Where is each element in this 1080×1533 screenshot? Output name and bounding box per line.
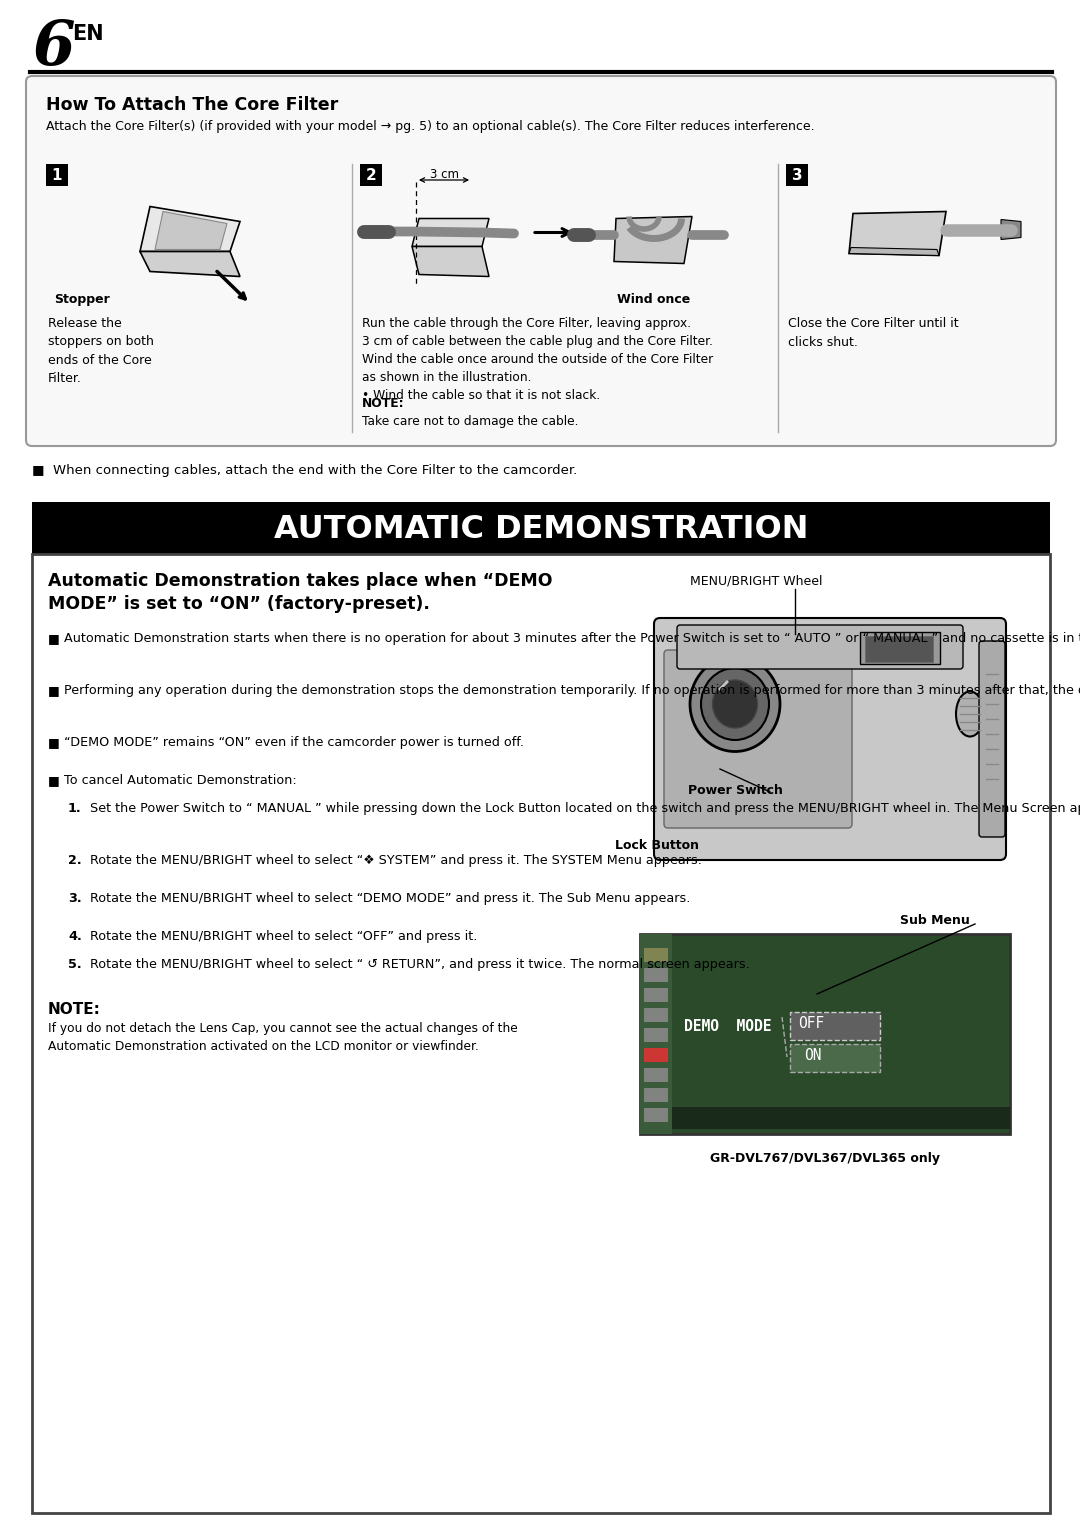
Text: ■: ■: [48, 684, 59, 698]
Text: Wind once: Wind once: [618, 293, 690, 307]
Text: 2: 2: [366, 167, 376, 182]
Ellipse shape: [701, 668, 769, 740]
Text: ■: ■: [48, 632, 59, 645]
Text: DEMO  MODE: DEMO MODE: [684, 1019, 771, 1033]
Text: Stopper: Stopper: [54, 293, 110, 307]
Bar: [644, 1088, 669, 1102]
Bar: [640, 934, 1010, 1134]
Text: EN: EN: [72, 25, 104, 44]
Bar: [644, 1029, 669, 1042]
Bar: [46, 164, 68, 185]
Text: ■: ■: [48, 736, 59, 750]
Text: NOTE:: NOTE:: [48, 1003, 100, 1016]
Bar: [32, 553, 1050, 1513]
Text: Automatic Demonstration takes place when “DEMO
MODE” is set to “ON” (factory-pre: Automatic Demonstration takes place when…: [48, 572, 553, 613]
FancyBboxPatch shape: [677, 625, 963, 668]
Polygon shape: [411, 219, 489, 247]
Text: Performing any operation during the demonstration stops the demonstration tempor: Performing any operation during the demo…: [64, 684, 1080, 698]
Bar: [672, 1107, 1010, 1128]
Bar: [32, 501, 1050, 553]
Ellipse shape: [690, 656, 780, 751]
Text: AUTOMATIC DEMONSTRATION: AUTOMATIC DEMONSTRATION: [273, 514, 808, 544]
Bar: [644, 1049, 669, 1062]
Bar: [644, 1009, 669, 1023]
Text: Rotate the MENU/BRIGHT wheel to select “ ↺ RETURN”, and press it twice. The norm: Rotate the MENU/BRIGHT wheel to select “…: [90, 958, 750, 970]
Text: To cancel Automatic Demonstration:: To cancel Automatic Demonstration:: [64, 774, 297, 786]
FancyBboxPatch shape: [26, 77, 1056, 446]
Bar: [640, 934, 672, 1134]
Text: Rotate the MENU/BRIGHT wheel to select “❖ SYSTEM” and press it. The SYSTEM Menu : Rotate the MENU/BRIGHT wheel to select “…: [90, 854, 702, 868]
Bar: [644, 1069, 669, 1082]
Text: Set the Power Switch to “ MANUAL ” while pressing down the Lock Button located o: Set the Power Switch to “ MANUAL ” while…: [90, 802, 1080, 816]
Text: OFF: OFF: [798, 1016, 824, 1032]
Text: 6: 6: [32, 18, 75, 78]
Bar: [644, 967, 669, 983]
Polygon shape: [849, 212, 946, 256]
Text: Attach the Core Filter(s) (if provided with your model → pg. 5) to an optional c: Attach the Core Filter(s) (if provided w…: [46, 120, 814, 133]
Polygon shape: [1001, 219, 1021, 239]
Text: ■: ■: [48, 774, 59, 786]
Bar: [644, 1108, 669, 1122]
Polygon shape: [140, 251, 240, 276]
Text: Close the Core Filter until it
clicks shut.: Close the Core Filter until it clicks sh…: [788, 317, 959, 348]
Polygon shape: [411, 247, 489, 276]
Bar: [789, 1044, 880, 1072]
Text: Run the cable through the Core Filter, leaving approx.
3 cm of cable between the: Run the cable through the Core Filter, l…: [362, 317, 713, 402]
Text: Sub Menu: Sub Menu: [900, 914, 970, 927]
Bar: [860, 632, 940, 664]
Text: If you do not detach the Lens Cap, you cannot see the actual changes of the
Auto: If you do not detach the Lens Cap, you c…: [48, 1023, 517, 1053]
Text: 1.: 1.: [68, 802, 82, 816]
Text: “DEMO MODE” remains “ON” even if the camcorder power is turned off.: “DEMO MODE” remains “ON” even if the cam…: [64, 736, 524, 750]
Text: Release the
stoppers on both
ends of the Core
Filter.: Release the stoppers on both ends of the…: [48, 317, 153, 385]
Bar: [644, 987, 669, 1003]
Text: 3.: 3.: [68, 892, 82, 904]
FancyBboxPatch shape: [664, 650, 852, 828]
Text: Rotate the MENU/BRIGHT wheel to select “OFF” and press it.: Rotate the MENU/BRIGHT wheel to select “…: [90, 931, 477, 943]
Bar: [644, 947, 669, 963]
Text: How To Attach The Core Filter: How To Attach The Core Filter: [46, 97, 338, 113]
Text: ON: ON: [804, 1049, 822, 1062]
Polygon shape: [140, 207, 240, 251]
Text: 5.: 5.: [68, 958, 82, 970]
Text: 3 cm: 3 cm: [430, 169, 459, 181]
Text: 3: 3: [792, 167, 802, 182]
Polygon shape: [615, 216, 692, 264]
Text: NOTE:: NOTE:: [362, 397, 405, 409]
Ellipse shape: [713, 681, 757, 728]
Text: 2.: 2.: [68, 854, 82, 868]
Polygon shape: [849, 247, 939, 256]
Text: 1: 1: [52, 167, 63, 182]
Text: Power Switch: Power Switch: [688, 783, 783, 797]
Bar: [789, 1012, 880, 1039]
Text: Rotate the MENU/BRIGHT wheel to select “DEMO MODE” and press it. The Sub Menu ap: Rotate the MENU/BRIGHT wheel to select “…: [90, 892, 690, 904]
Bar: [360, 164, 382, 185]
Text: MENU/BRIGHT Wheel: MENU/BRIGHT Wheel: [690, 573, 823, 587]
Text: Take care not to damage the cable.: Take care not to damage the cable.: [362, 415, 579, 428]
Bar: [865, 636, 933, 662]
Ellipse shape: [956, 691, 984, 736]
Bar: [786, 164, 808, 185]
Text: Automatic Demonstration starts when there is no operation for about 3 minutes af: Automatic Demonstration starts when ther…: [64, 632, 1080, 645]
FancyBboxPatch shape: [978, 641, 1005, 837]
FancyBboxPatch shape: [654, 618, 1005, 860]
Polygon shape: [156, 212, 227, 250]
Text: 4.: 4.: [68, 931, 82, 943]
Text: ■  When connecting cables, attach the end with the Core Filter to the camcorder.: ■ When connecting cables, attach the end…: [32, 464, 577, 477]
Text: Lock Button: Lock Button: [615, 839, 699, 852]
Text: GR-DVL767/DVL367/DVL365 only: GR-DVL767/DVL367/DVL365 only: [710, 1151, 940, 1165]
